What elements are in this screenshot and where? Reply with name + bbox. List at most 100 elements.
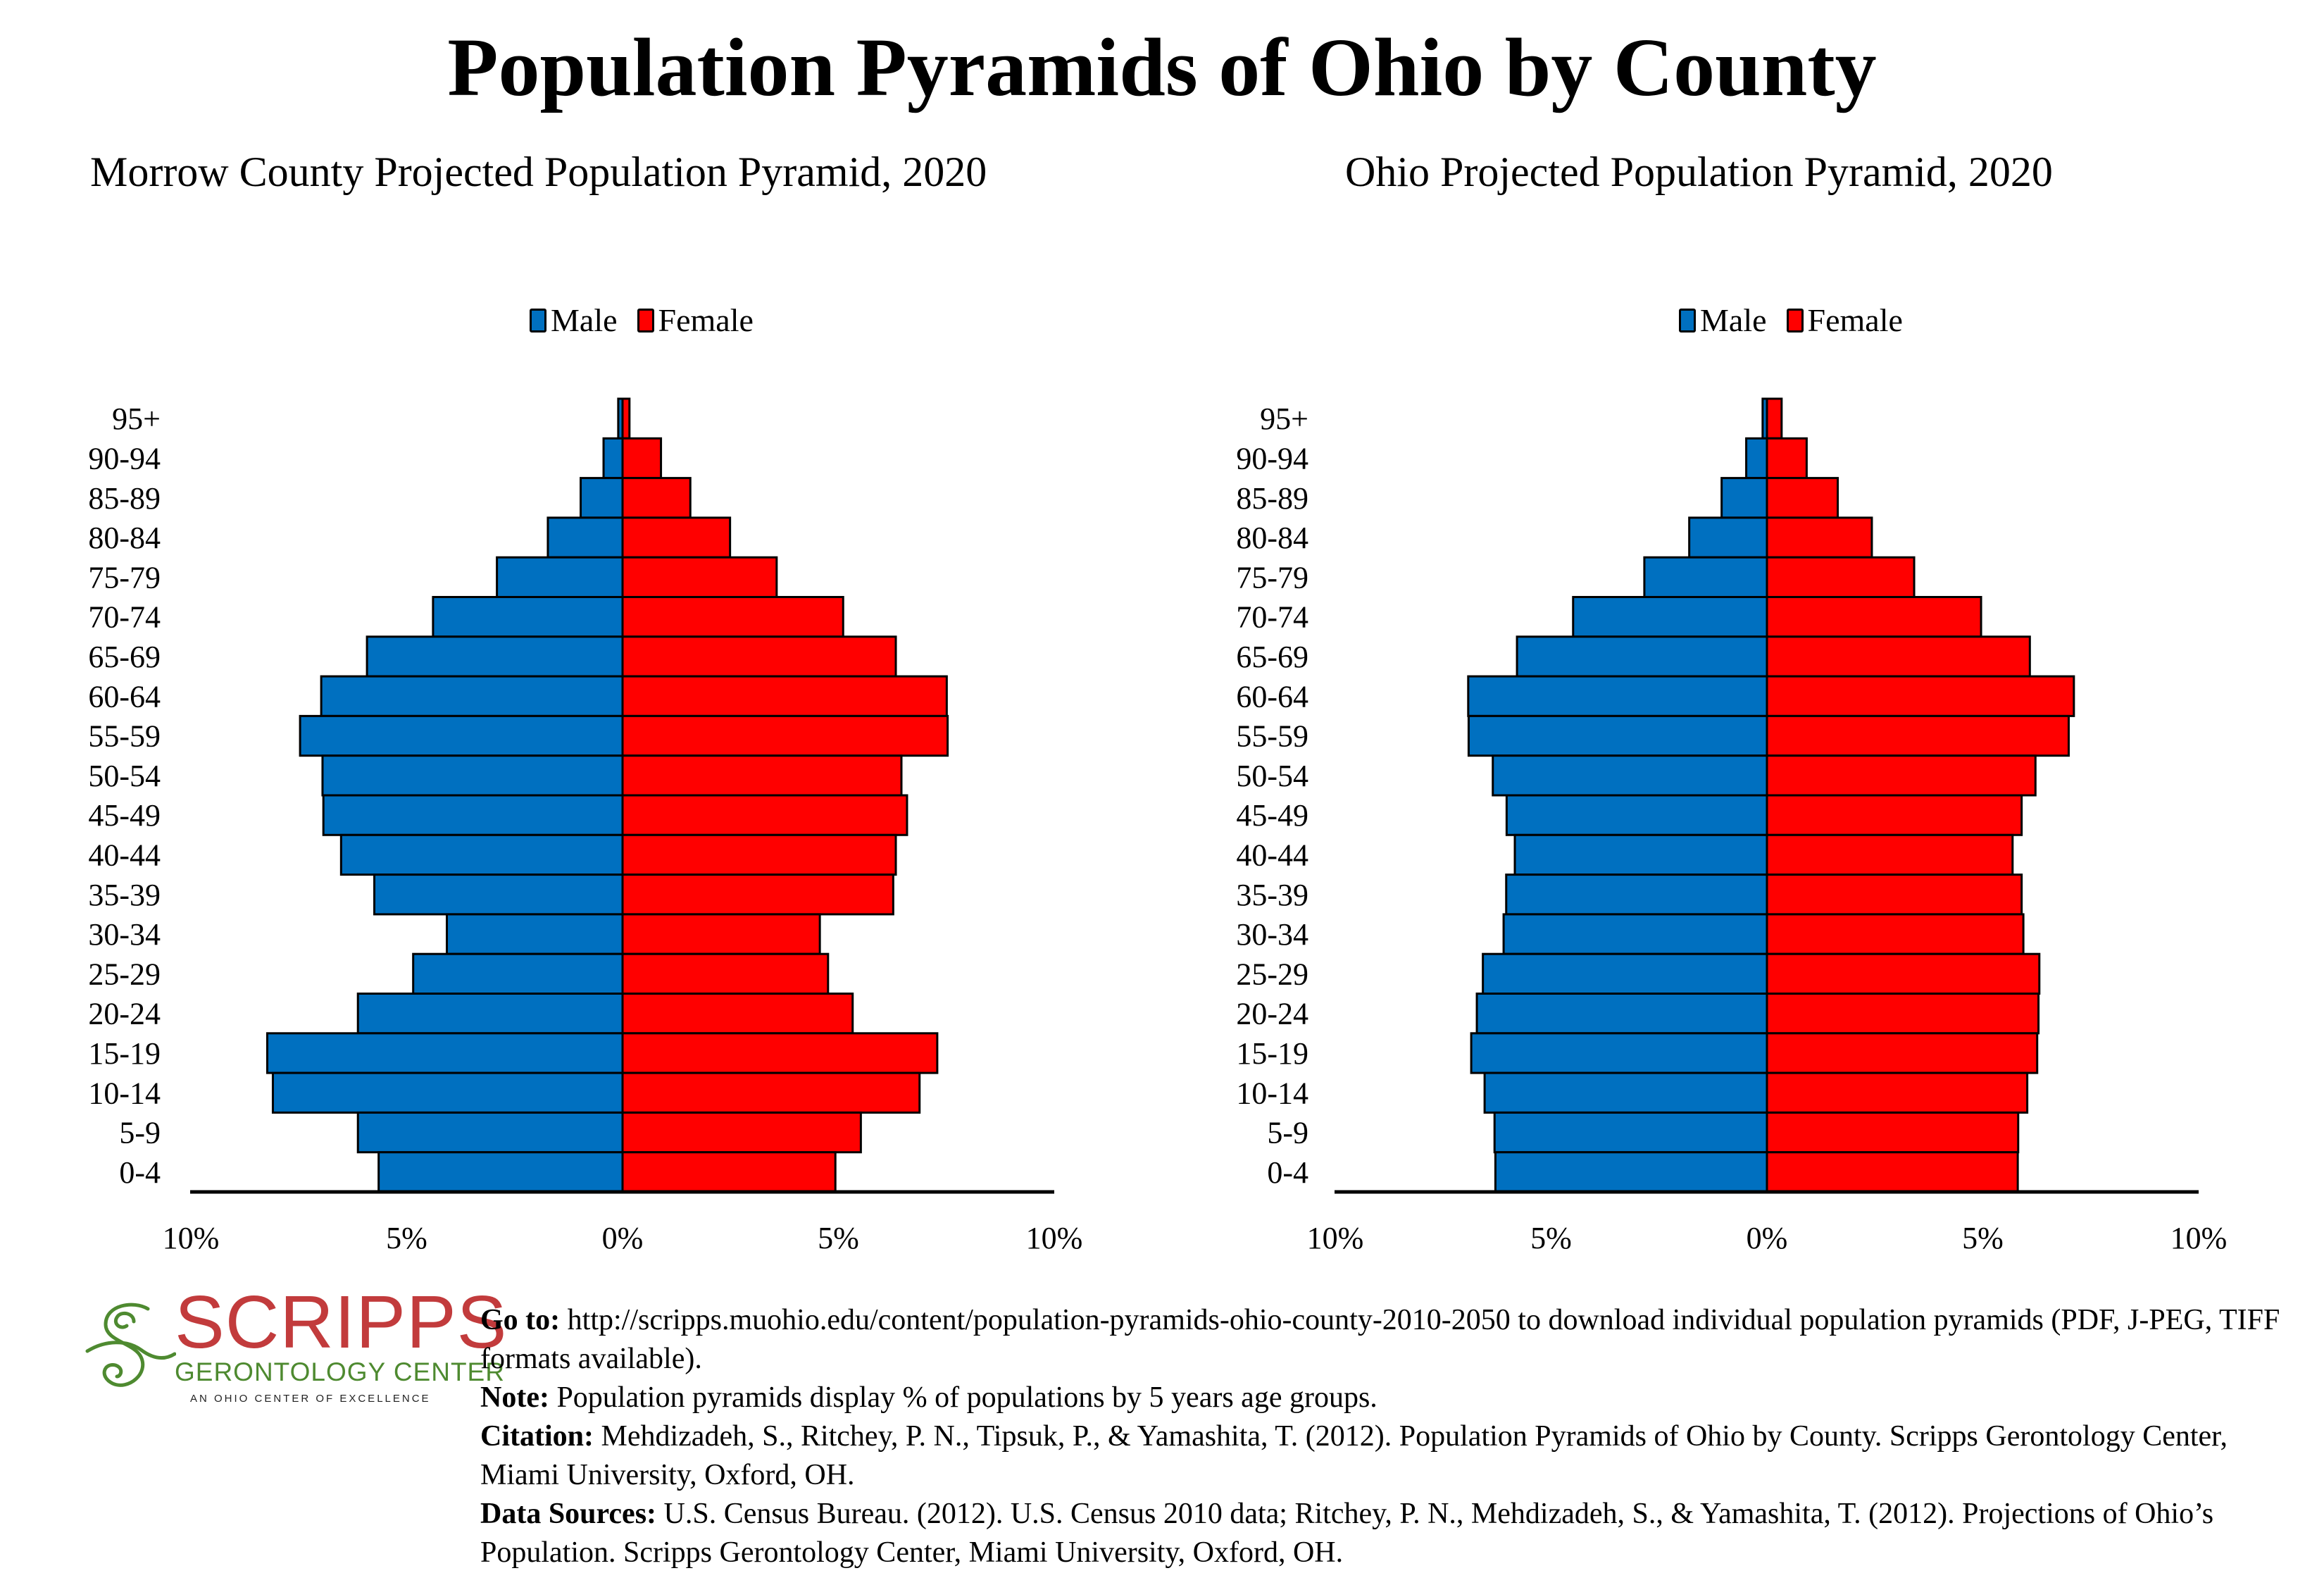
male-bar-25-29 bbox=[412, 952, 624, 995]
age-label: 85-89 bbox=[1236, 481, 1308, 516]
x-tick-label: 5% bbox=[1962, 1221, 2004, 1255]
citation-line: Citation: Mehdizadeh, S., Ritchey, P. N.… bbox=[480, 1417, 2311, 1495]
male-bar-55-59 bbox=[299, 714, 624, 757]
sources-text: U.S. Census Bureau. (2012). U.S. Census … bbox=[480, 1498, 2214, 1569]
female-bar-15-19 bbox=[1766, 1032, 2039, 1074]
male-bar-80-84 bbox=[546, 516, 624, 559]
age-label: 45-49 bbox=[88, 798, 161, 833]
female-bar-80-84 bbox=[1766, 516, 1873, 559]
female-bar-30-34 bbox=[621, 913, 821, 955]
female-legend-swatch bbox=[637, 308, 654, 332]
age-label: 90-94 bbox=[88, 441, 161, 476]
male-legend-label: Male bbox=[1700, 302, 1767, 338]
scripps-logo: SCRIPPS GERONTOLOGY CENTER AN OHIO CENTE… bbox=[85, 1285, 506, 1411]
goto-text: http://scripps.muohio.edu/content/popula… bbox=[480, 1304, 2280, 1375]
male-bar-15-19 bbox=[266, 1032, 624, 1074]
male-bar-75-79 bbox=[496, 556, 624, 599]
age-label: 70-74 bbox=[1236, 600, 1308, 635]
morrow-chart-title: Morrow County Projected Population Pyram… bbox=[90, 149, 987, 195]
ohio-chart-title: Ohio Projected Population Pyramid, 2020 bbox=[1345, 149, 2053, 195]
female-bar-80-84 bbox=[621, 516, 732, 559]
age-label: 90-94 bbox=[1236, 441, 1308, 476]
age-label: 95+ bbox=[1260, 402, 1308, 436]
x-tick-label: 10% bbox=[1307, 1221, 1364, 1255]
male-bar-80-84 bbox=[1688, 516, 1768, 559]
male-bar-60-64 bbox=[320, 675, 624, 717]
male-bar-50-54 bbox=[1492, 754, 1768, 797]
male-bar-0-4 bbox=[377, 1151, 624, 1193]
female-bar-20-24 bbox=[1766, 993, 2040, 1035]
male-bar-45-49 bbox=[1505, 794, 1768, 836]
age-label: 40-44 bbox=[1236, 838, 1308, 872]
age-label: 60-64 bbox=[1236, 679, 1308, 714]
x-tick-label: 5% bbox=[1530, 1221, 1572, 1255]
x-tick-label: 0% bbox=[602, 1221, 644, 1255]
male-bar-65-69 bbox=[366, 635, 624, 678]
age-label: 70-74 bbox=[88, 600, 161, 635]
age-label: 20-24 bbox=[88, 997, 161, 1031]
female-bar-45-49 bbox=[1766, 794, 2023, 836]
male-bar-5-9 bbox=[356, 1111, 624, 1154]
age-label: 80-84 bbox=[1236, 521, 1308, 555]
female-bar-85-89 bbox=[1766, 477, 1839, 519]
age-label: 55-59 bbox=[1236, 719, 1308, 754]
male-bar-40-44 bbox=[339, 833, 624, 876]
male-bar-40-44 bbox=[1513, 833, 1768, 876]
age-label: 65-69 bbox=[88, 640, 161, 674]
male-bar-55-59 bbox=[1467, 714, 1768, 757]
female-bar-15-19 bbox=[621, 1032, 939, 1074]
female-bar-50-54 bbox=[621, 754, 903, 797]
male-bar-75-79 bbox=[1643, 556, 1768, 599]
goto-line: Go to: http://scripps.muohio.edu/content… bbox=[480, 1301, 2311, 1379]
logo-tagline: AN OHIO CENTER OF EXCELLENCE bbox=[190, 1393, 431, 1405]
age-label: 25-29 bbox=[88, 957, 161, 991]
female-bar-30-34 bbox=[1766, 913, 2025, 955]
male-bar-70-74 bbox=[1572, 596, 1768, 638]
male-bar-85-89 bbox=[1720, 477, 1768, 519]
male-legend-swatch bbox=[530, 308, 546, 332]
page-title: Population Pyramids of Ohio by County bbox=[447, 21, 1877, 113]
sources-label: Data Sources: bbox=[480, 1498, 657, 1530]
age-label: 50-54 bbox=[88, 759, 161, 793]
male-legend-label: Male bbox=[551, 302, 618, 338]
female-bar-95+ bbox=[621, 397, 631, 440]
logo-subtitle: GERONTOLOGY CENTER bbox=[175, 1357, 505, 1386]
female-bar-65-69 bbox=[1766, 635, 2031, 678]
age-label: 30-34 bbox=[1236, 917, 1308, 952]
female-bar-0-4 bbox=[1766, 1151, 2019, 1193]
male-bar-35-39 bbox=[1505, 874, 1768, 916]
age-label: 30-34 bbox=[88, 917, 161, 952]
male-bar-5-9 bbox=[1493, 1111, 1768, 1154]
male-bar-20-24 bbox=[356, 993, 624, 1035]
age-label: 40-44 bbox=[88, 838, 161, 872]
female-legend-swatch bbox=[1786, 308, 1804, 332]
ohio-pyramid-chart: 95+ 90-94 85-89 80-84 75-79 70-74 65-69 60-64 55… bbox=[1236, 397, 2227, 1255]
male-bar-0-4 bbox=[1494, 1151, 1768, 1193]
note-label: Note: bbox=[480, 1381, 549, 1414]
male-legend-swatch bbox=[1679, 308, 1696, 332]
female-bar-90-94 bbox=[621, 437, 663, 480]
female-bar-40-44 bbox=[621, 833, 897, 876]
male-bar-30-34 bbox=[1502, 913, 1768, 955]
x-tick-label: 10% bbox=[163, 1221, 220, 1255]
male-bar-20-24 bbox=[1475, 993, 1768, 1035]
age-label: 0-4 bbox=[1267, 1155, 1308, 1190]
age-label: 50-54 bbox=[1236, 759, 1308, 793]
female-legend-label: Female bbox=[1807, 302, 1903, 338]
age-label: 35-39 bbox=[1236, 878, 1308, 912]
footer-notes: Go to: http://scripps.muohio.edu/content… bbox=[480, 1301, 2311, 1572]
x-tick-label: 5% bbox=[386, 1221, 427, 1255]
x-tick-label: 0% bbox=[1747, 1221, 1788, 1255]
female-bar-95+ bbox=[1766, 397, 1783, 440]
ohio-legend: Male Female bbox=[1679, 302, 1923, 339]
morrow-pyramid-chart: 95+ 90-94 85-89 80-84 75-79 70-74 65-69 60-64 55… bbox=[88, 397, 1082, 1255]
morrow-legend: Male Female bbox=[530, 302, 773, 339]
female-bar-10-14 bbox=[621, 1071, 921, 1114]
male-bar-65-69 bbox=[1516, 635, 1768, 678]
age-label: 0-4 bbox=[119, 1155, 161, 1190]
male-bar-70-74 bbox=[432, 596, 624, 638]
x-tick-label: 5% bbox=[818, 1221, 859, 1255]
female-bar-35-39 bbox=[1766, 874, 2023, 916]
age-label: 75-79 bbox=[1236, 560, 1308, 595]
female-bar-20-24 bbox=[621, 993, 854, 1035]
